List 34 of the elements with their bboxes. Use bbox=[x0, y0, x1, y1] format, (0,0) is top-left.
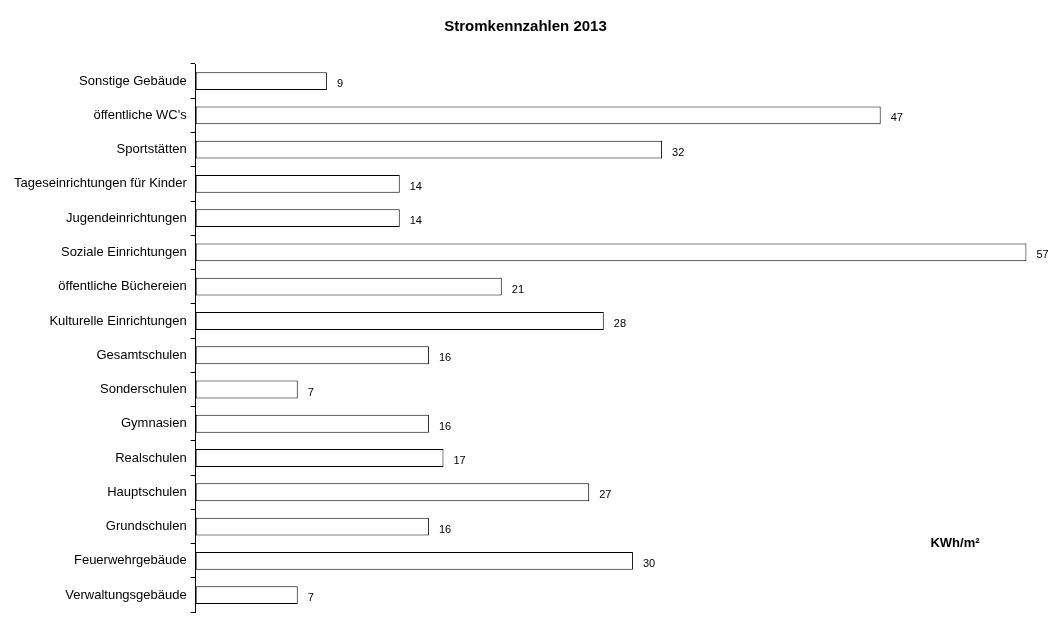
data-label: 14 bbox=[409, 214, 422, 227]
y-tick-label: öffentliche WC's bbox=[93, 106, 188, 122]
data-label: 28 bbox=[613, 317, 627, 329]
y-tick-label: Sonstige Gebäude bbox=[79, 72, 187, 88]
y-tick-label: Kulturelle Einrichtungen bbox=[49, 312, 187, 328]
data-label: 57 bbox=[1036, 248, 1049, 261]
y-tick-label: Sonderschulen bbox=[99, 381, 187, 397]
annotation: KWh/m² bbox=[930, 534, 981, 550]
y-tick-label: Verwaltungsgebäude bbox=[65, 586, 187, 602]
data-label: 7 bbox=[307, 385, 314, 398]
y-tick-label: Jugendeinrichtungen bbox=[66, 209, 187, 225]
data-label: 21 bbox=[511, 282, 525, 295]
data-label: 27 bbox=[599, 488, 612, 501]
data-label: 32 bbox=[672, 145, 685, 158]
data-label: 16 bbox=[438, 351, 452, 364]
chart-title: Stromkennzahlen 2013 bbox=[444, 17, 607, 35]
y-tick-label: öffentliche Büchereien bbox=[58, 278, 187, 294]
data-label: 7 bbox=[307, 591, 314, 604]
y-tick-label: Hauptschulen bbox=[107, 483, 187, 499]
y-tick-label: Gesamtschulen bbox=[96, 346, 187, 362]
data-label: 14 bbox=[409, 179, 422, 192]
y-tick-label: Realschulen bbox=[115, 449, 187, 465]
y-tick-label: Feuerwehrgebäude bbox=[73, 552, 187, 568]
data-label: 16 bbox=[438, 522, 452, 535]
data-label: 30 bbox=[642, 556, 656, 569]
y-tick-label: Sportstätten bbox=[116, 141, 187, 157]
data-label: 16 bbox=[438, 419, 452, 432]
y-tick-label: Gymnasien bbox=[120, 415, 187, 431]
data-label: 47 bbox=[890, 111, 903, 124]
data-label: 17 bbox=[453, 454, 466, 467]
y-tick-label: Soziale Einrichtungen bbox=[60, 244, 187, 260]
y-tick-label: Grundschulen bbox=[105, 518, 187, 534]
y-tick-label: Tageseinrichtungen für Kinder bbox=[13, 175, 188, 191]
data-label: 9 bbox=[336, 77, 344, 90]
